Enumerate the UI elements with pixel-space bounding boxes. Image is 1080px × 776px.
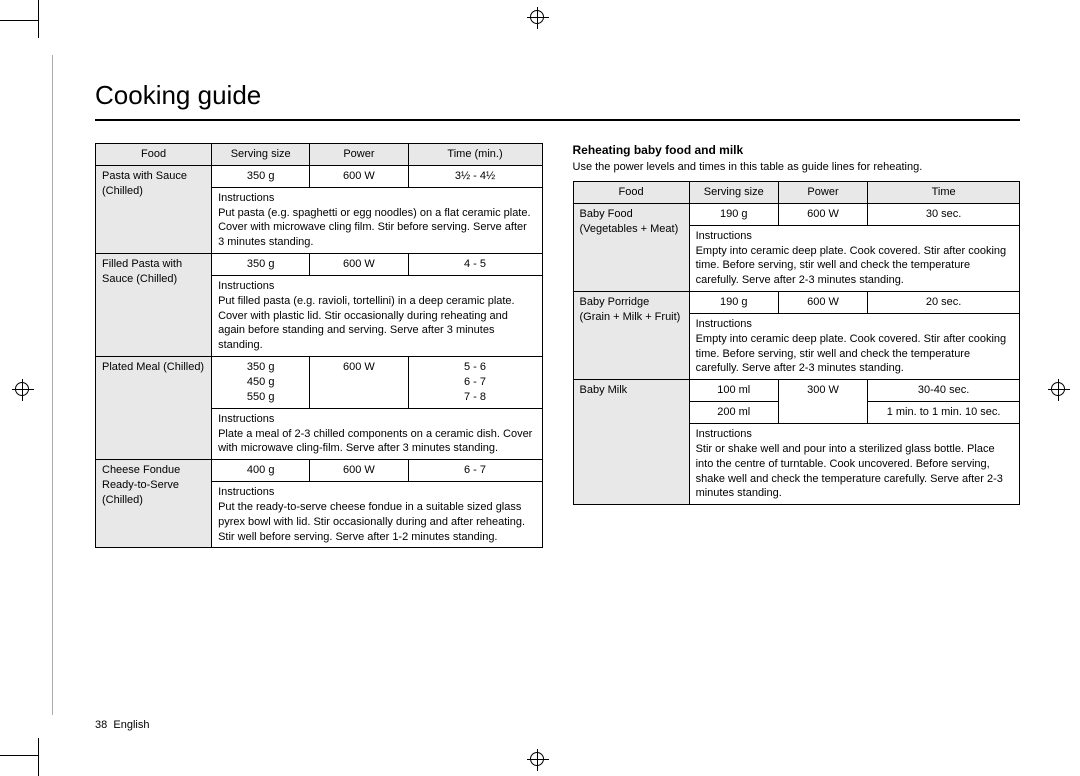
crop-mark [0,20,38,21]
food-cell: Cheese Fondue Ready-to-Serve (Chilled) [96,460,212,548]
col-food: Food [573,182,689,204]
cooking-table-left: Food Serving size Power Time (min.) Past… [95,143,543,548]
left-column: Food Serving size Power Time (min.) Past… [95,143,543,548]
time-cell: 4 - 5 [408,254,542,276]
instructions-label: Instructions [696,318,752,330]
food-cell: Baby Food (Vegetables + Meat) [573,203,689,291]
table-row: Filled Pasta with Sauce (Chilled) 350 g … [96,254,543,276]
instructions-cell: Instructions Put filled pasta (e.g. ravi… [212,275,542,356]
col-serving: Serving size [689,182,778,204]
time-cell: 30 sec. [868,203,1020,225]
instructions-cell: Instructions Empty into ceramic deep pla… [689,313,1019,379]
registration-mark-icon [530,752,544,766]
food-cell: Pasta with Sauce (Chilled) [96,165,212,253]
registration-mark-icon [15,382,29,396]
food-cell: Baby Milk [573,380,689,505]
serving-cell: 350 g 450 g 550 g [212,357,310,409]
page-language: English [113,719,149,731]
instructions-label: Instructions [218,192,274,204]
serving-cell: 350 g [212,254,310,276]
serving-cell: 400 g [212,460,310,482]
table-header-row: Food Serving size Power Time (min.) [96,144,543,166]
instructions-cell: Instructions Put the ready-to-serve chee… [212,482,542,548]
col-food: Food [96,144,212,166]
power-cell: 600 W [778,292,867,314]
time-line: 7 - 8 [464,391,486,403]
table-row: Baby Milk 100 ml 300 W 30-40 sec. [573,380,1020,402]
time-cell: 5 - 6 6 - 7 7 - 8 [408,357,542,409]
instructions-cell: Instructions Stir or shake well and pour… [689,423,1019,504]
col-serving: Serving size [212,144,310,166]
table-header-row: Food Serving size Power Time [573,182,1020,204]
food-cell: Filled Pasta with Sauce (Chilled) [96,254,212,357]
time-cell: 3½ - 4½ [408,165,542,187]
instructions-label: Instructions [218,413,274,425]
food-cell: Baby Porridge (Grain + Milk + Fruit) [573,292,689,380]
crop-mark [0,755,38,756]
table-row: Plated Meal (Chilled) 350 g 450 g 550 g … [96,357,543,409]
page-title: Cooking guide [95,80,1020,111]
cooking-table-right: Food Serving size Power Time Baby Food (… [573,181,1021,505]
table-row: Cheese Fondue Ready-to-Serve (Chilled) 4… [96,460,543,482]
instructions-text: Empty into ceramic deep plate. Cook cove… [696,333,1007,375]
power-cell: 600 W [310,460,408,482]
time-cell: 30-40 sec. [868,380,1020,402]
time-cell: 6 - 7 [408,460,542,482]
instructions-cell: Instructions Put pasta (e.g. spaghetti o… [212,187,542,253]
instructions-text: Put filled pasta (e.g. ravioli, tortelli… [218,295,515,352]
time-cell: 1 min. to 1 min. 10 sec. [868,402,1020,424]
content-columns: Food Serving size Power Time (min.) Past… [95,143,1020,548]
power-cell: 600 W [310,254,408,276]
power-cell: 600 W [310,165,408,187]
time-line: 6 - 7 [464,376,486,388]
instructions-text: Put the ready-to-serve cheese fondue in … [218,501,525,543]
col-time: Time [868,182,1020,204]
section-note: Use the power levels and times in this t… [573,161,1021,173]
crop-mark [38,738,39,776]
instructions-text: Plate a meal of 2-3 chilled components o… [218,428,532,455]
instructions-label: Instructions [218,280,274,292]
table-row: Baby Porridge (Grain + Milk + Fruit) 190… [573,292,1020,314]
instructions-label: Instructions [696,428,752,440]
instructions-text: Put pasta (e.g. spaghetti or egg noodles… [218,207,530,249]
title-rule [95,119,1020,121]
table-row: Baby Food (Vegetables + Meat) 190 g 600 … [573,203,1020,225]
serving-cell: 350 g [212,165,310,187]
instructions-cell: Instructions Empty into ceramic deep pla… [689,225,1019,291]
instructions-label: Instructions [696,230,752,242]
power-cell: 300 W [778,380,867,424]
col-power: Power [310,144,408,166]
food-cell: Plated Meal (Chilled) [96,357,212,460]
serving-cell: 200 ml [689,402,778,424]
registration-mark-icon [530,10,544,24]
instructions-text: Stir or shake well and pour into a steri… [696,443,1003,500]
registration-mark-icon [1051,382,1065,396]
instructions-cell: Instructions Plate a meal of 2-3 chilled… [212,408,542,460]
table-row: Pasta with Sauce (Chilled) 350 g 600 W 3… [96,165,543,187]
section-heading: Reheating baby food and milk [573,143,1021,157]
power-cell: 600 W [310,357,408,409]
serving-cell: 190 g [689,292,778,314]
page-number: 38 [95,719,107,731]
serving-line: 350 g [247,361,275,373]
col-power: Power [778,182,867,204]
time-cell: 20 sec. [868,292,1020,314]
col-time: Time (min.) [408,144,542,166]
power-cell: 600 W [778,203,867,225]
serving-cell: 100 ml [689,380,778,402]
page-footer: 38 English [95,719,149,731]
time-line: 5 - 6 [464,361,486,373]
serving-cell: 190 g [689,203,778,225]
instructions-text: Empty into ceramic deep plate. Cook cove… [696,245,1007,287]
margin-line [52,55,53,715]
serving-line: 550 g [247,391,275,403]
instructions-label: Instructions [218,486,274,498]
right-column: Reheating baby food and milk Use the pow… [573,143,1021,548]
serving-line: 450 g [247,376,275,388]
crop-mark [38,0,39,38]
